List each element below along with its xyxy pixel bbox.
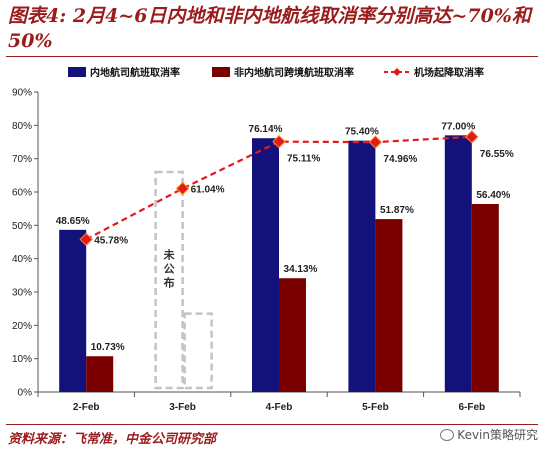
data-label: 76.55%	[480, 149, 514, 160]
unpublished-bar-outline	[183, 312, 213, 390]
line-point	[465, 130, 479, 144]
data-label: 10.73%	[91, 342, 125, 353]
y-tick-label: 60%	[12, 188, 32, 199]
data-label: 34.13%	[284, 264, 318, 275]
chart-legend: 内地航司航班取消率 非内地航司跨境航班取消率 机场起降取消率	[68, 66, 484, 79]
data-label: 76.14%	[249, 124, 283, 135]
legend-label: 非内地航司跨境航班取消率	[234, 66, 354, 79]
chart-data-labels: 48.65% 76.14% 75.40% 77.00% 10.73% 34.13% 51.8…	[56, 121, 514, 353]
data-label: 56.40%	[476, 190, 510, 201]
y-tick-label: 40%	[12, 254, 32, 265]
chart-bars	[59, 135, 499, 393]
chart-line	[79, 130, 479, 247]
data-label: 45.78%	[94, 235, 128, 246]
y-tick-label: 70%	[12, 154, 32, 165]
legend-label: 机场起降取消率	[414, 66, 484, 79]
watermark-text: Kevin策略研究	[457, 428, 538, 442]
y-tick-label: 30%	[12, 288, 32, 299]
line-point	[272, 134, 286, 149]
unpublished-label: 未公布	[163, 248, 176, 290]
line-point	[175, 181, 190, 196]
data-label: 75.11%	[287, 154, 320, 165]
legend-label: 内地航司航班取消率	[90, 66, 180, 79]
data-label: 74.96%	[383, 154, 417, 165]
y-tick-label: 20%	[12, 321, 32, 332]
data-label: 48.65%	[56, 216, 90, 227]
source-note: 资料来源：飞常准，中金公司研究部	[8, 432, 217, 447]
x-tick-label: 5-Feb	[362, 402, 389, 413]
line-point	[79, 232, 93, 247]
wechat-icon	[440, 428, 455, 441]
title-divider	[6, 56, 538, 57]
bar	[252, 138, 279, 392]
chart-title: 图表4: 2月4~6日内地和非内地航线取消率分别高达~70%和50%	[8, 5, 531, 52]
line-series	[85, 135, 472, 241]
bar	[348, 140, 376, 392]
bar-line-chart: 0% 10% 20% 30% 40% 50% 60% 70% 80% 90% 2-Feb 3-Feb 4…	[12, 66, 521, 413]
x-tick-label: 4-Feb	[266, 402, 293, 413]
data-label: 75.40%	[345, 127, 379, 138]
bar	[471, 204, 499, 392]
data-label: 77.00%	[441, 121, 475, 132]
unpublished-marker: 未公布	[154, 170, 213, 390]
bar	[59, 229, 87, 392]
data-label: 61.04%	[191, 185, 225, 196]
y-tick-label: 50%	[12, 221, 32, 232]
bar	[279, 278, 306, 392]
bar	[375, 219, 403, 392]
y-tick-label: 0%	[18, 388, 33, 399]
bar	[444, 135, 472, 393]
legend-marker	[393, 68, 401, 76]
unpublished-bar-outline	[154, 170, 184, 390]
y-tick-label: 10%	[12, 354, 32, 365]
legend-swatch	[212, 67, 230, 77]
bar	[86, 356, 114, 392]
y-tick-label: 90%	[12, 88, 32, 99]
legend-swatch	[68, 67, 86, 77]
watermark: Kevin策略研究	[440, 426, 538, 443]
data-label: 51.87%	[380, 205, 414, 216]
x-tick-label: 3-Feb	[169, 402, 196, 413]
x-tick-label: 6-Feb	[458, 402, 485, 413]
line-point	[368, 135, 383, 149]
x-tick-label: 2-Feb	[73, 402, 100, 413]
y-tick-label: 80%	[12, 121, 32, 132]
footer-divider	[6, 424, 538, 425]
